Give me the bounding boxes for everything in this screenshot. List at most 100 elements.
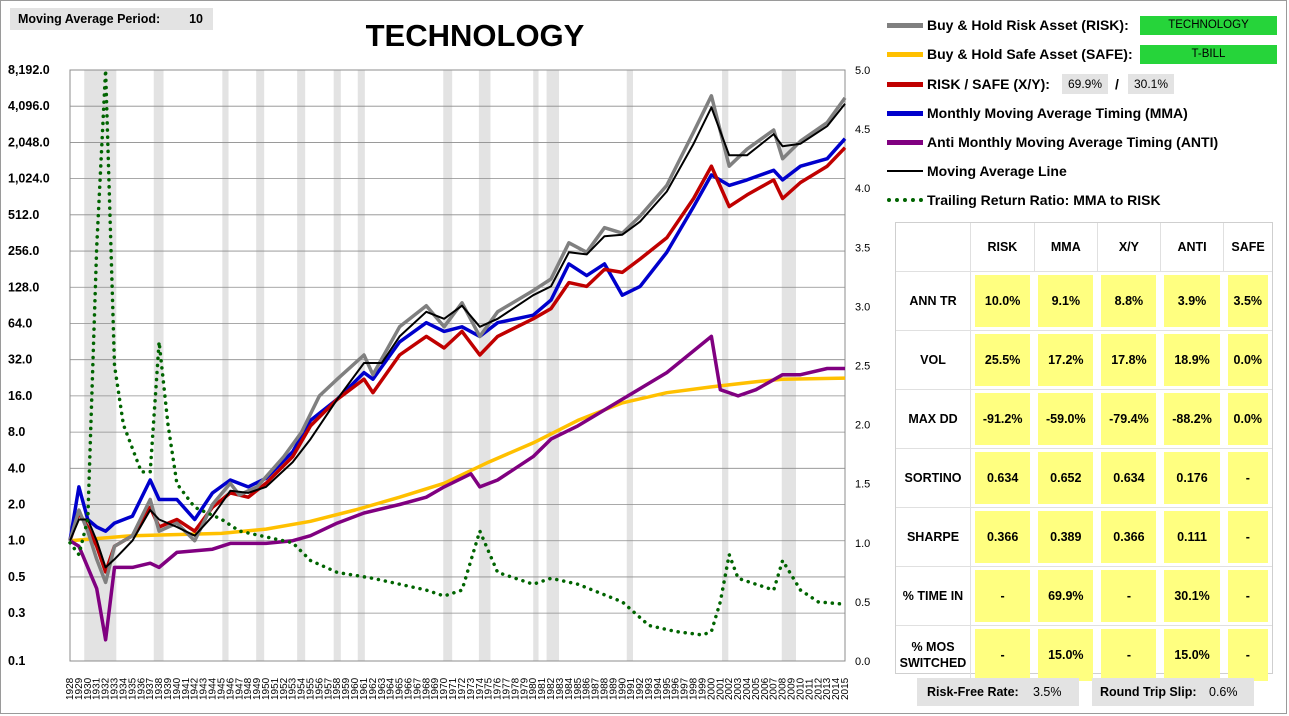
x-tick-label: 2013 [822,677,833,700]
stats-header: SAFE [1231,240,1265,254]
y-tick-label: 8,192.0 [8,63,50,77]
stats-row-label: MAX DD [896,389,971,449]
stats-cell: 3.5% [1227,275,1268,327]
x-tick-label: 1994 [653,677,664,700]
x-tick-label: 1928 [65,677,76,700]
legend-label-risk: Buy & Hold Risk Asset (RISK): [927,17,1129,33]
stats-corner [896,223,971,272]
series-lines [68,68,847,642]
x-tick-label: 1966 [404,677,415,700]
x-tick-label: 1984 [564,677,575,700]
x-tick-label: 1957 [323,677,334,700]
legend-label-mma: Monthly Moving Average Timing (MMA) [927,105,1188,121]
stats-cell: - [1227,570,1268,622]
stats-header-row: RISK MMA X/Y ANTI SAFE [896,223,1272,272]
x-tick-label: 1950 [261,677,272,700]
x-tick-label: 1956 [314,677,325,700]
stats-row-ann-tr: ANN TR 10.0% 9.1% 8.8% 3.9% 3.5% [896,271,1272,331]
x-tick-label: 1997 [680,677,691,700]
x-tick-label: 1937 [145,677,156,700]
legend-label-trailing: Trailing Return Ratio: MMA to RISK [927,192,1161,208]
stats-row-mos-switched: % MOS SWITCHED - 15.0% - 15.0% - [896,625,1272,684]
recession-band [333,70,341,661]
stats-cell: 15.0% [1164,629,1220,681]
y-tick-label: 0.3 [8,606,25,620]
recession-band [478,70,491,661]
x-tick-label: 1940 [172,677,183,700]
y2-tick-label: 0.0 [855,656,870,668]
x-tick-label: 1996 [671,677,682,700]
x-tick-label: 1975 [484,677,495,700]
x-tick-label: 1969 [430,677,441,700]
x-tick-label: 1936 [136,677,147,700]
legend-label-ma-line: Moving Average Line [927,163,1067,179]
series-line [69,376,846,543]
risk-free-rate-label: Risk-Free Rate: [927,685,1019,699]
stats-row-sortino: SORTINO 0.634 0.652 0.634 0.176 - [896,448,1272,508]
series-line [69,103,846,569]
stats-header: RISK [970,223,1035,272]
moving-average-period-label: Moving Average Period: [18,12,161,26]
x-tick-label: 2003 [733,677,744,700]
x-axis-labels: 1928192919301931193219331934193519361937… [65,677,851,700]
stats-row-label: % MOS SWITCHED [896,625,971,684]
x-tick-label: 2010 [795,677,806,700]
legend-swatch-risk [887,23,923,28]
x-tick-label: 1955 [306,677,317,700]
x-tick-label: 2001 [715,677,726,700]
x-tick-label: 1930 [83,677,94,700]
x-tick-label: 1995 [662,677,673,700]
x-tick-label: 1971 [448,677,459,700]
x-tick-label: 2007 [769,677,780,700]
x-tick-label: 1965 [395,677,406,700]
x-tick-label: 1974 [475,677,486,700]
x-tick-label: 1962 [368,677,379,700]
risk-free-rate-box: Risk-Free Rate: 3.5% [917,678,1079,706]
stats-row-label: ANN TR [896,271,971,331]
round-trip-slip-value: 0.6% [1209,685,1238,699]
x-tick-label: 1938 [154,677,165,700]
x-tick-label: 1968 [421,677,432,700]
stats-row-vol: VOL 25.5% 17.2% 17.8% 18.9% 0.0% [896,330,1272,390]
x-tick-label: 1929 [74,677,85,700]
stats-cell: - [975,570,1031,622]
stats-cell: 0.652 [1038,452,1094,504]
stats-cell: 0.366 [975,511,1031,563]
y2-tick-label: 2.5 [855,361,870,373]
stats-row-label: SHARPE [896,507,971,567]
stats-cell: 3.9% [1164,275,1220,327]
legend-label-anti: Anti Monthly Moving Average Timing (ANTI… [927,134,1219,150]
x-tick-label: 2012 [813,677,824,700]
recession-band [256,70,265,661]
x-tick-label: 1978 [510,677,521,700]
x-tick-label: 1942 [190,677,201,700]
y2-tick-label: 5.0 [855,65,870,77]
stats-cell: 0.389 [1038,511,1094,563]
series-line [68,68,847,637]
x-tick-label: 1951 [270,677,281,700]
risk-free-rate-value: 3.5% [1033,685,1062,699]
x-tick-label: 2015 [840,677,851,700]
legend-swatch-xy [887,82,923,87]
x-tick-label: 1953 [288,677,299,700]
xy-safe-pct: 30.1% [1128,74,1174,94]
stats-cell: 30.1% [1164,570,1220,622]
legend-label-xy: RISK / SAFE (X/Y): [927,76,1050,92]
x-tick-label: 1959 [341,677,352,700]
x-tick-label: 1934 [118,677,129,700]
stats-header: MMA [1034,223,1098,272]
stats-cell: 0.634 [975,452,1031,504]
recession-band [722,70,729,661]
legend-swatch-ma-line [887,170,923,172]
recession-band [297,70,306,661]
legend-swatch-anti [887,140,923,145]
legend-swatch-trailing [887,198,923,202]
series-line [68,137,847,541]
stats-cell: 0.0% [1227,393,1268,445]
x-tick-label: 1949 [252,677,263,700]
x-tick-label: 1945 [216,677,227,700]
round-trip-slip-box: Round Trip Slip: 0.6% [1092,678,1254,706]
x-tick-label: 1981 [537,677,548,700]
x-tick-label: 1933 [110,677,121,700]
x-tick-label: 1988 [599,677,610,700]
